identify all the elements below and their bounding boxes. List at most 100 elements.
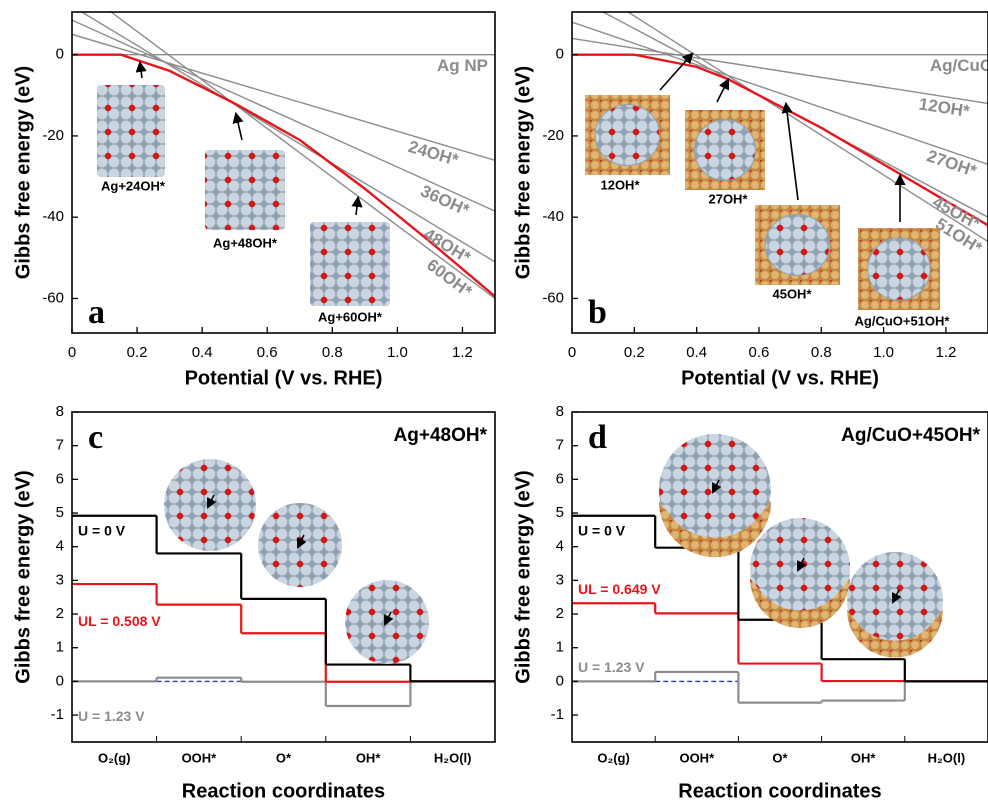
y-tick-label: -40 (42, 208, 64, 225)
x-tick-label: 1.2 (936, 344, 957, 361)
x-tick-label: 0 (68, 344, 76, 361)
y-tick-label: 6 (556, 470, 564, 487)
x-tick-label: 0.2 (624, 344, 645, 361)
x-axis-title: Potential (V vs. RHE) (185, 367, 383, 389)
structure-label: 12OH* (600, 177, 640, 192)
y-tick-label: 0 (556, 672, 564, 689)
series-line (72, 19, 495, 212)
structure-arrow (892, 589, 902, 604)
structure-substrate (659, 501, 771, 558)
y-tick-label: 8 (556, 403, 564, 420)
x-tick-label: 0 (568, 344, 576, 361)
series-line (627, 12, 988, 243)
x-tick-label: O* (772, 750, 788, 765)
y-tick-label: 0 (56, 46, 64, 63)
panel-title: Ag+48OH* (394, 425, 488, 446)
y-tick-label: 4 (556, 538, 564, 555)
series-label: UL = 0.649 V (578, 581, 661, 597)
plot-area (72, 514, 495, 708)
structure-label: Ag/CuO+51OH* (855, 313, 951, 328)
y-axis-title: Gibbs free energy (eV) (12, 470, 34, 683)
x-tick-label: 0.8 (322, 344, 343, 361)
x-tick-label: OOH* (679, 750, 715, 765)
y-tick-label: -20 (542, 127, 564, 144)
x-tick-label: O₂(g) (98, 750, 131, 765)
series-line (572, 37, 988, 105)
structure-image (97, 85, 165, 177)
y-tick-label: 0 (56, 672, 64, 689)
panel: -1 0 1 2 3 4 5 6 7 8 Gibbs free energy (eV) Reactio… (512, 403, 988, 801)
y-tick-label: -60 (542, 289, 564, 306)
structure-arrow (207, 494, 217, 509)
x-tick-label: 0.6 (257, 344, 278, 361)
line-label: 36OH* (418, 181, 473, 219)
series-line (110, 12, 495, 300)
series-label: UL = 0.508 V (78, 613, 161, 629)
y-tick-label: 1 (556, 639, 564, 656)
structure-arrow (297, 534, 307, 549)
structure-label: Ag+60OH* (318, 309, 383, 324)
x-tick-label: 0.8 (811, 344, 832, 361)
structure-image (205, 150, 285, 230)
y-tick-label: 0 (556, 46, 564, 63)
x-tick-label: 0.6 (749, 344, 770, 361)
plot-frame (71, 411, 496, 743)
x-axis-title: Reaction coordinates (182, 780, 385, 801)
structure-label: Ag+24OH* (101, 178, 166, 193)
y-tick-label: -40 (542, 208, 564, 225)
panel: -1 0 1 2 3 4 5 6 7 8 Gibbs free energy (eV) Reactio… (12, 403, 496, 801)
series-label: U = 0 V (578, 522, 626, 538)
x-tick-label: OOH* (182, 750, 218, 765)
panel: -60 -40 -20 0 Gibbs free energy (eV) Potentia… (12, 11, 496, 389)
series-line (72, 33, 495, 161)
panel-letter: b (588, 294, 607, 331)
x-tick-label: OH* (851, 750, 877, 765)
plot-area (572, 514, 988, 704)
x-tick-label: 1.0 (387, 344, 408, 361)
y-tick-label: -60 (42, 289, 64, 306)
x-tick-label: O* (276, 750, 292, 765)
structure-arrow (232, 111, 244, 141)
series-line (572, 53, 988, 227)
structure-arrow (781, 101, 799, 201)
plot-area (572, 12, 988, 243)
line-label: Ag NP (437, 56, 488, 75)
structure-label: 27OH* (708, 191, 748, 206)
structure-cluster (694, 119, 756, 181)
plot-area (72, 12, 495, 300)
panel-title: Ag/CuO+45OH* (841, 425, 980, 446)
series-line (572, 21, 988, 166)
y-tick-label: -1 (551, 706, 564, 723)
structure-arrow (135, 60, 147, 79)
y-tick-label: 5 (56, 504, 64, 521)
structure-image (258, 503, 342, 587)
plot-frame (571, 411, 988, 743)
structure-label: 45OH* (772, 286, 812, 301)
y-tick-label: 2 (56, 605, 64, 622)
structure-cluster (764, 214, 831, 276)
y-axis-title: Gibbs free energy (eV) (12, 66, 34, 279)
structure-cluster (867, 237, 931, 301)
y-tick-label: 8 (56, 403, 64, 420)
line-label: Ag/CuO (930, 56, 988, 75)
series-label: U = 1.23 V (578, 659, 645, 675)
x-tick-label: 0.2 (127, 344, 148, 361)
series-label: U = 0 V (78, 522, 126, 538)
plot-frame (71, 11, 496, 334)
y-axis-title: Gibbs free energy (eV) (512, 66, 534, 279)
line-label: 12OH* (918, 94, 972, 121)
y-tick-label: 3 (556, 571, 564, 588)
series-line (72, 53, 495, 298)
line-label: 48OH* (420, 224, 474, 267)
y-tick-label: 7 (56, 437, 64, 454)
structure-arrow (716, 77, 730, 103)
structure-arrow (384, 611, 394, 626)
x-tick-label: 0.4 (686, 344, 707, 361)
y-tick-label: 2 (556, 605, 564, 622)
panel-letter: c (88, 419, 103, 456)
series-label: U = 1.23 V (78, 708, 145, 724)
x-axis-title: Reaction coordinates (678, 780, 881, 801)
x-tick-label: 0.4 (192, 344, 213, 361)
x-axis-title: Potential (V vs. RHE) (681, 367, 879, 389)
